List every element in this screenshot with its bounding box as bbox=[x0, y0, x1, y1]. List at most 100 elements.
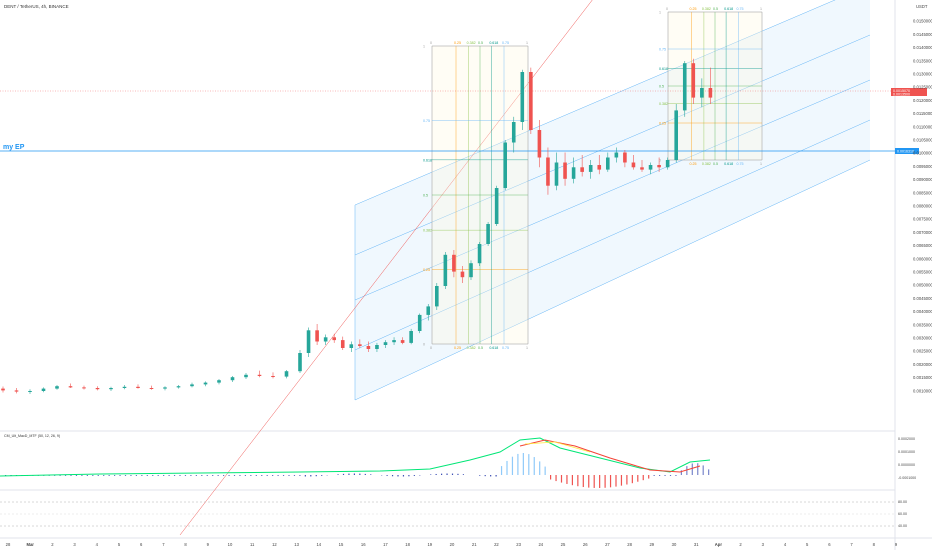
macd-histogram-bar bbox=[245, 475, 246, 476]
macd-histogram-bar bbox=[664, 475, 665, 476]
time-tick-label: 30 bbox=[672, 542, 677, 547]
fib-left-bottom-label: 0.75 bbox=[502, 346, 509, 350]
price-tick-label: 0.0040000 bbox=[913, 309, 932, 314]
fib-right-side-label: 0.382 bbox=[659, 102, 668, 106]
candle-body bbox=[315, 330, 319, 341]
macd-histogram-bar bbox=[588, 475, 589, 488]
candle-body bbox=[136, 387, 140, 388]
fib-right-bottom-label: 0.382 bbox=[702, 162, 711, 166]
candle-body bbox=[69, 386, 73, 387]
fib-right-top-label: 0.25 bbox=[690, 7, 697, 11]
price-tick-label: 0.0070000 bbox=[913, 230, 932, 235]
current-price-tag-text2: 0.0013500 bbox=[893, 93, 910, 97]
macd-histogram-bar bbox=[545, 467, 546, 475]
macd-histogram-bar bbox=[365, 474, 366, 475]
macd-histogram-bar bbox=[490, 475, 491, 476]
price-tick-label: 0.0075000 bbox=[913, 217, 932, 222]
rsi-axis: 80.0060.0040.00 bbox=[898, 500, 907, 528]
macd-histogram-bar bbox=[506, 461, 507, 475]
macd-tick-label: 0.0001000 bbox=[898, 450, 915, 454]
candle-body bbox=[521, 72, 525, 122]
macd-histogram-bar bbox=[136, 475, 137, 476]
fib-left-side-label: 1 bbox=[423, 45, 425, 49]
candle-body bbox=[546, 158, 550, 186]
fib-left-side-label: 0.382 bbox=[423, 229, 432, 233]
time-tick-label: 24 bbox=[538, 542, 543, 547]
macd-histogram-bar bbox=[392, 475, 393, 476]
candle-body bbox=[258, 375, 262, 376]
macd-histogram-bar bbox=[637, 475, 638, 482]
fib-right-side-label: 0.75 bbox=[659, 48, 666, 52]
candle-body bbox=[503, 143, 507, 189]
macd-histogram-bar bbox=[436, 474, 437, 475]
price-tick-label: 0.0135000 bbox=[913, 58, 932, 63]
fib-right-side-label: 0.25 bbox=[659, 122, 666, 126]
macd-histogram-bar bbox=[539, 461, 540, 475]
macd-histogram-bar bbox=[414, 475, 415, 476]
macd-histogram-bar bbox=[212, 475, 213, 476]
fib-left-top-label: 1 bbox=[526, 41, 528, 45]
rsi-tick-label: 40.00 bbox=[898, 524, 907, 528]
price-tick-label: 0.0115000 bbox=[913, 111, 932, 116]
candle-body bbox=[15, 390, 19, 391]
candle-body bbox=[190, 384, 194, 386]
entry-price-label: my EP bbox=[3, 144, 25, 151]
macd-histogram-bar bbox=[708, 469, 709, 475]
price-tick-label: 0.0060000 bbox=[913, 256, 932, 261]
candle-body bbox=[512, 122, 516, 143]
macd-histogram-bar bbox=[463, 474, 464, 475]
candle-body bbox=[640, 167, 644, 169]
time-tick-label: 26 bbox=[583, 542, 588, 547]
candle-body bbox=[461, 272, 465, 278]
macd-histogram-bar bbox=[169, 475, 170, 476]
candle-body bbox=[307, 330, 311, 353]
candle-body bbox=[563, 163, 567, 179]
macd-histogram-bar bbox=[692, 463, 693, 475]
macd-histogram-bar bbox=[239, 475, 240, 476]
time-tick-label: 23 bbox=[516, 542, 521, 547]
candle-body bbox=[444, 255, 448, 286]
fib-right-bottom-label: 0.5 bbox=[713, 162, 718, 166]
candle-body bbox=[123, 387, 127, 388]
time-tick-label: 19 bbox=[427, 542, 432, 547]
macd-indicator bbox=[0, 438, 710, 488]
candle-body bbox=[538, 130, 542, 158]
fib-left-side-label: 0.75 bbox=[423, 119, 430, 123]
macd-histogram-bar bbox=[109, 475, 110, 476]
time-tick-label: 16 bbox=[361, 542, 366, 547]
time-tick-label: 8 bbox=[184, 542, 187, 547]
candle-body bbox=[109, 388, 113, 389]
time-tick-label: 17 bbox=[383, 542, 388, 547]
price-tick-label: 0.0030000 bbox=[913, 336, 932, 341]
price-tick-label: 0.0095000 bbox=[913, 164, 932, 169]
price-tick-label: 0.0140000 bbox=[913, 45, 932, 50]
candle-body bbox=[580, 167, 584, 172]
candle-body bbox=[96, 388, 100, 389]
candle-body bbox=[271, 376, 275, 377]
candle-body bbox=[657, 165, 661, 167]
time-tick-label: 7 bbox=[162, 542, 165, 547]
price-axis[interactable]: 0.01500000.01450000.01400000.01350000.01… bbox=[913, 19, 932, 394]
macd-histogram-bar bbox=[703, 465, 704, 475]
macd-histogram-bar bbox=[403, 475, 404, 476]
macd-histogram-bar bbox=[479, 475, 480, 476]
price-tick-label: 0.0125000 bbox=[913, 85, 932, 90]
macd-histogram-bar bbox=[294, 475, 295, 476]
candle-body bbox=[452, 255, 456, 272]
macd-histogram-bar bbox=[103, 475, 104, 476]
candle-body bbox=[341, 340, 345, 348]
candle-body bbox=[692, 63, 696, 97]
price-tick-label: 0.0055000 bbox=[913, 270, 932, 275]
fib-left-top-label: 0.75 bbox=[502, 41, 509, 45]
macd-histogram-bar bbox=[190, 475, 191, 476]
macd-histogram-bar bbox=[566, 475, 567, 484]
macd-histogram-bar bbox=[397, 475, 398, 476]
price-tick-label: 0.0025000 bbox=[913, 349, 932, 354]
macd-histogram-bar bbox=[577, 475, 578, 486]
candle-body bbox=[623, 153, 627, 163]
price-tick-label: 0.0050000 bbox=[913, 283, 932, 288]
time-tick-label: 28 bbox=[627, 542, 632, 547]
